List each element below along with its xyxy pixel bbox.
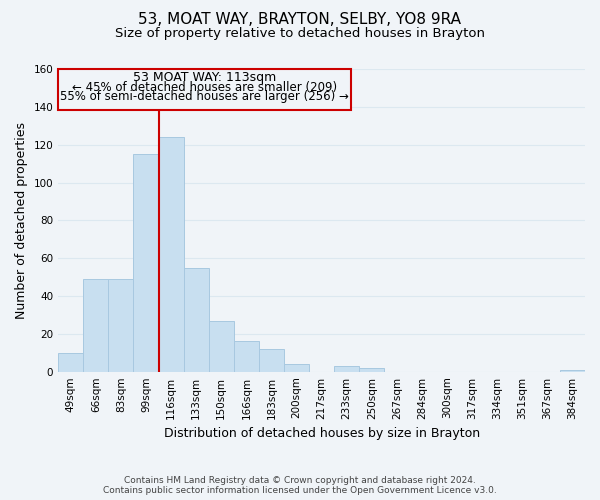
Text: 55% of semi-detached houses are larger (256) →: 55% of semi-detached houses are larger (… (60, 90, 349, 103)
FancyBboxPatch shape (58, 69, 350, 110)
Bar (209, 320, 234, 372)
X-axis label: Distribution of detached houses by size in Brayton: Distribution of detached houses by size … (164, 427, 479, 440)
Y-axis label: Number of detached properties: Number of detached properties (15, 122, 28, 319)
Bar (184, 268, 209, 372)
Bar (234, 342, 259, 372)
Bar (58, 353, 83, 372)
Text: 53, MOAT WAY, BRAYTON, SELBY, YO8 9RA: 53, MOAT WAY, BRAYTON, SELBY, YO8 9RA (139, 12, 461, 28)
Bar (109, 279, 133, 372)
Bar (259, 349, 284, 372)
Bar (560, 370, 585, 372)
Bar (284, 364, 309, 372)
Text: Contains HM Land Registry data © Crown copyright and database right 2024.
Contai: Contains HM Land Registry data © Crown c… (103, 476, 497, 495)
Bar (359, 368, 385, 372)
Text: ← 45% of detached houses are smaller (209): ← 45% of detached houses are smaller (20… (72, 80, 337, 94)
Bar (83, 279, 109, 372)
Bar (133, 154, 158, 372)
Text: 53 MOAT WAY: 113sqm: 53 MOAT WAY: 113sqm (133, 70, 276, 84)
Text: Size of property relative to detached houses in Brayton: Size of property relative to detached ho… (115, 28, 485, 40)
Bar (334, 366, 359, 372)
Bar (158, 137, 184, 372)
